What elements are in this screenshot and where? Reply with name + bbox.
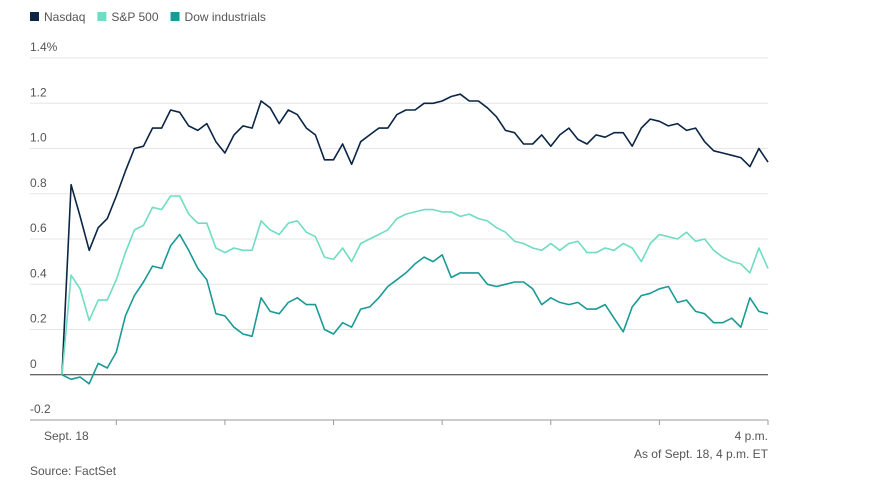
y-tick-label: 0.8 [30, 176, 47, 190]
y-tick-label: 1.4% [30, 40, 58, 54]
y-tick-label: 0.4 [30, 266, 47, 280]
y-tick-label: 0 [30, 357, 37, 371]
series-line [61, 93, 769, 375]
legend-swatch [30, 12, 39, 21]
series-line [61, 195, 769, 375]
legend-label: S&P 500 [111, 10, 158, 24]
y-tick-label: 0.2 [30, 312, 47, 326]
y-tick-label: -0.2 [30, 402, 51, 416]
x-tick-label: Sept. 18 [44, 429, 89, 443]
y-tick-label: 1.2 [30, 85, 47, 99]
legend-swatch [170, 12, 180, 21]
legend-label: Nasdaq [44, 10, 85, 24]
legend-label: Dow industrials [185, 10, 266, 24]
source: Source: FactSet [30, 464, 117, 478]
x-tick-label: 4 p.m. [735, 429, 768, 443]
y-tick-label: 0.6 [30, 221, 47, 235]
y-tick-label: 1.0 [30, 131, 47, 145]
series-line [61, 233, 769, 385]
legend-swatch [97, 12, 107, 21]
note: As of Sept. 18, 4 p.m. ET [634, 447, 769, 461]
